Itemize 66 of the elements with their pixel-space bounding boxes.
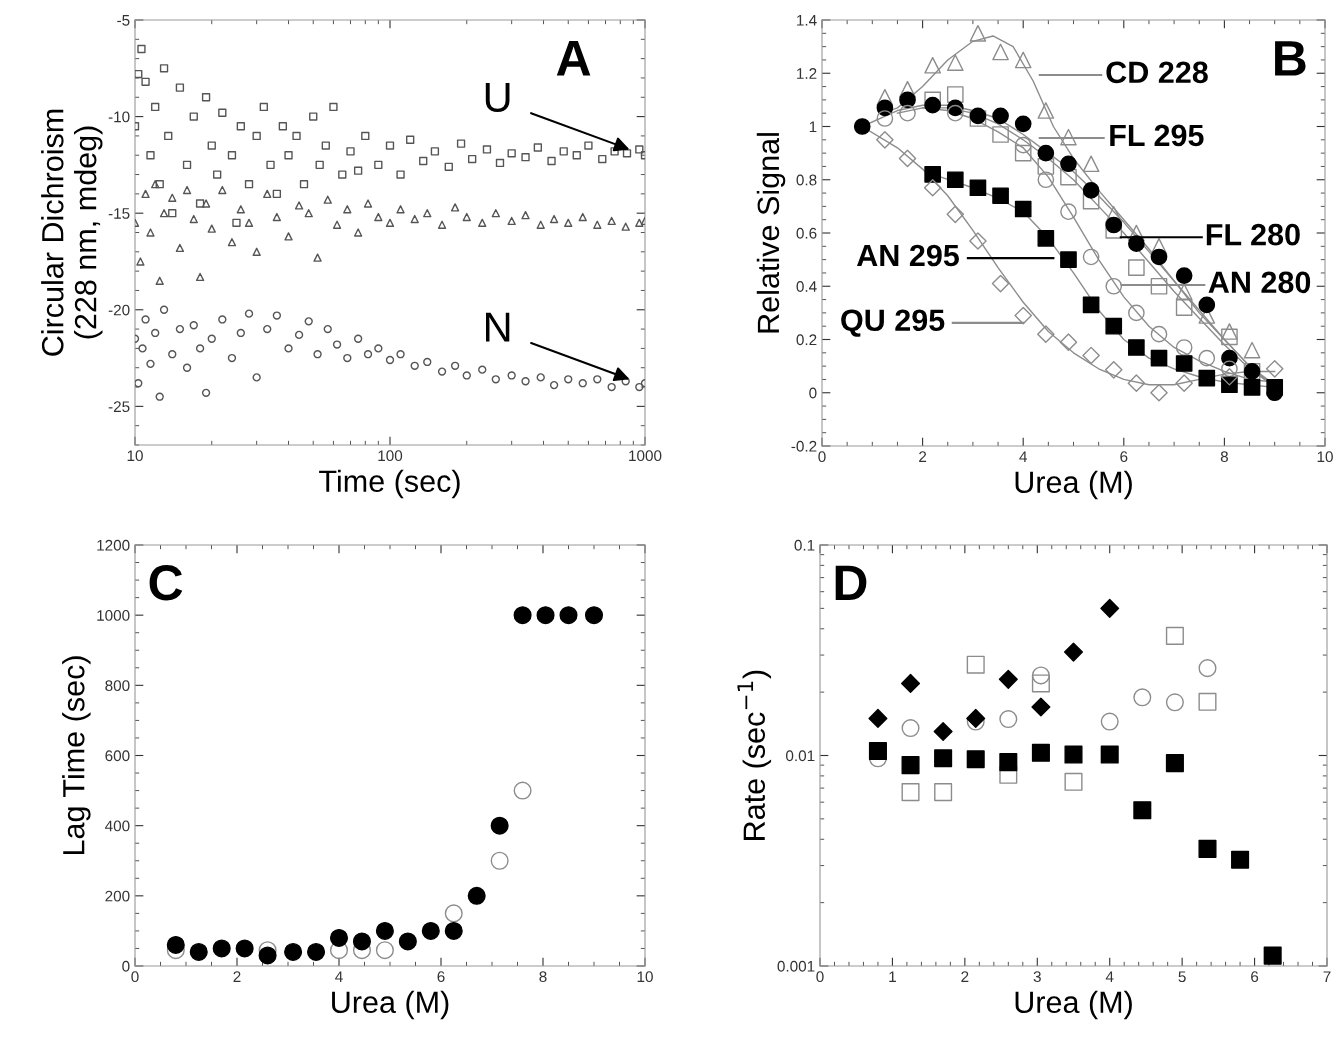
x-tick-label: 4 <box>1105 971 1114 982</box>
x-tick-label: 7 <box>1323 971 1331 982</box>
x-tick-label: 6 <box>1120 451 1128 463</box>
x-tick-label: 0 <box>131 971 139 983</box>
x-tick-label: 0 <box>818 451 826 463</box>
x-axis-title: Urea (M) <box>1015 470 1132 500</box>
x-tick-label: 1 <box>889 971 896 982</box>
y-tick-label: 600 <box>105 750 130 762</box>
y-tick-label: 1000 <box>97 610 130 621</box>
x-tick-label: 3 <box>1033 971 1041 983</box>
y-tick-label: 0 <box>809 387 817 399</box>
x-tick-label: 8 <box>1220 451 1228 463</box>
y-tick-label: 0.01 <box>786 750 815 762</box>
legend-label: FL 295 <box>1110 124 1204 147</box>
y-tick-label: -0.2 <box>791 440 817 452</box>
x-tick-label: 5 <box>1178 971 1186 983</box>
annotation: A <box>556 41 591 76</box>
series-label: AN 295 <box>856 244 959 267</box>
y-tick-label: 0.2 <box>796 334 817 346</box>
x-tick-label: 10 <box>637 971 653 983</box>
y-tick-label: 0.1 <box>794 539 815 551</box>
y-tick-label: 1 <box>809 121 817 133</box>
x-tick-label: 10 <box>127 450 143 462</box>
y-tick-label: -20 <box>108 304 130 316</box>
y-tick-label: 400 <box>105 820 130 832</box>
y-tick-label: 0 <box>122 960 130 972</box>
y-axis-title: Relative Signal <box>756 133 786 333</box>
x-tick-label: 100 <box>378 450 403 462</box>
y-axis-title: Circular Dichroism (228 nm, mdeg) <box>41 109 103 356</box>
x-tick-label: 4 <box>1019 451 1027 462</box>
x-axis-title: Urea (M) <box>1015 990 1132 1020</box>
y-tick-label: 200 <box>105 890 130 902</box>
y-tick-label: -10 <box>108 111 130 123</box>
annotation: U <box>485 82 510 113</box>
x-tick-label: 10 <box>1317 451 1333 463</box>
y-tick-label: 0.4 <box>796 281 817 292</box>
y-tick-label: 1200 <box>97 539 130 551</box>
x-axis-title: Time (sec) <box>319 469 460 499</box>
x-tick-label: 2 <box>233 971 241 982</box>
y-axis-title: Rate (sec$^{−1}$) <box>737 670 772 840</box>
x-tick-label: 6 <box>437 971 445 983</box>
y-tick-label: -25 <box>108 401 130 413</box>
legend-label: FL 280 <box>1206 223 1300 246</box>
y-tick-label: 0.6 <box>796 227 817 239</box>
x-axis-title: Urea (M) <box>332 990 449 1020</box>
y-tick-label: 1.2 <box>797 68 817 79</box>
y-tick-label: 0.8 <box>796 174 817 186</box>
y-tick-label: -15 <box>108 208 130 219</box>
x-tick-label: 1000 <box>629 450 662 462</box>
x-tick-label: 6 <box>1251 971 1259 983</box>
annotation: N <box>486 312 510 342</box>
y-tick-label: -5 <box>117 15 130 26</box>
y-tick-label: 1.4 <box>797 15 817 26</box>
y-axis-title: Lag Time (sec) <box>62 656 91 855</box>
x-tick-label: 4 <box>335 971 343 982</box>
y-tick-label: 800 <box>105 680 130 692</box>
y-tick-label: 0.001 <box>777 960 815 972</box>
annotation: B <box>1275 41 1306 76</box>
legend-label: CD 228 <box>1106 61 1208 84</box>
x-tick-label: 2 <box>961 971 969 982</box>
x-tick-label: 8 <box>539 971 547 983</box>
series-label: QU 295 <box>841 309 945 337</box>
annotation: D <box>835 565 867 601</box>
legend-label: AN 280 <box>1208 271 1311 294</box>
annotation: C <box>149 565 183 601</box>
x-tick-label: 2 <box>919 451 927 462</box>
